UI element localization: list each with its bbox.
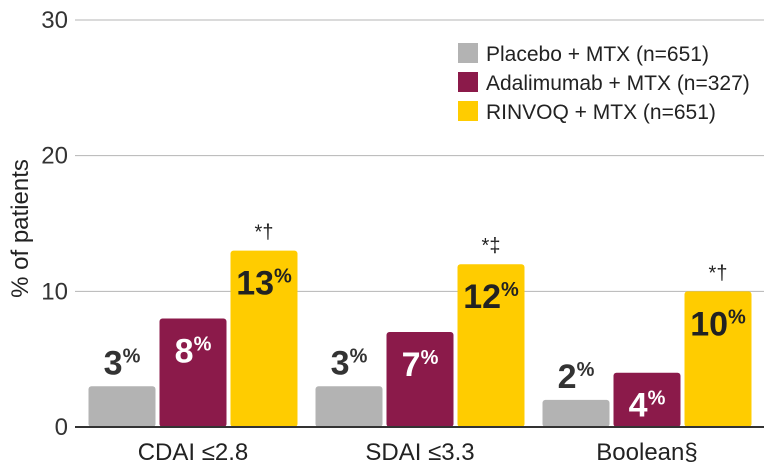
legend-label: Placebo + MTX (n=651) — [486, 43, 709, 66]
category-label: CDAI ≤2.8 — [138, 439, 249, 466]
data-label-value: 8 — [175, 332, 194, 370]
legend-swatch — [458, 101, 478, 121]
bar — [88, 386, 156, 427]
y-tick-label: 30 — [41, 7, 68, 34]
category-label: SDAI ≤3.3 — [365, 439, 474, 466]
data-labels: 3% 8%13%*†3% 7%12%*‡2%4%10%*† — [104, 222, 746, 425]
data-label: 7% — [402, 346, 439, 384]
data-label-value: 2 — [558, 358, 577, 396]
legend-label: Adalimumab + MTX (n=327) — [486, 72, 750, 95]
gridlines — [75, 19, 764, 292]
y-tick-label: 20 — [41, 143, 68, 170]
data-label-suffix: % — [728, 306, 746, 328]
significance-annotation: *† — [709, 262, 728, 284]
bar — [457, 264, 525, 427]
bar — [684, 291, 752, 427]
legend: Placebo + MTX (n=651) Adalimumab + MTX (n… — [458, 43, 750, 124]
data-label: 3% — [104, 344, 141, 382]
significance-annotation: *† — [255, 222, 274, 244]
category-labels: CDAI ≤2.8 SDAI ≤3.3 Boolean§ — [138, 439, 698, 466]
y-tick-label: 0 — [55, 414, 68, 441]
bars — [88, 250, 752, 427]
data-label: 2% — [558, 358, 595, 396]
category-label: Boolean§ — [596, 439, 697, 466]
data-label-suffix: % — [577, 359, 595, 381]
data-label: 8% — [175, 332, 212, 370]
data-label: 12% — [463, 278, 519, 316]
data-label-suffix: % — [501, 279, 519, 301]
bar — [315, 386, 383, 427]
data-label-value: 4 — [629, 387, 648, 425]
legend-swatch — [458, 43, 478, 63]
bar — [386, 332, 454, 427]
y-tick-label: 10 — [41, 278, 68, 305]
data-label-suffix: % — [123, 345, 141, 367]
data-label: 4% — [629, 387, 666, 425]
data-label-suffix: % — [648, 388, 666, 410]
legend-label: RINVOQ + MTX (n=651) — [486, 101, 716, 124]
y-axis-title: % of patients — [7, 159, 34, 298]
bar — [159, 318, 227, 427]
data-label-value: 13 — [236, 265, 274, 303]
bar — [613, 372, 681, 427]
data-label: 3% — [331, 344, 368, 382]
data-label-suffix: % — [194, 333, 212, 355]
data-label: 10% — [690, 305, 746, 343]
data-label: 13% — [236, 265, 292, 303]
data-label-value: 7 — [402, 346, 421, 384]
data-label-value: 12 — [463, 278, 501, 316]
data-label-suffix: % — [421, 347, 439, 369]
data-label-value: 3 — [104, 344, 123, 382]
data-label-value: 3 — [331, 344, 350, 382]
data-label-suffix: % — [274, 266, 292, 288]
significance-annotation: *‡ — [482, 235, 501, 257]
bar — [230, 250, 298, 427]
bar — [542, 399, 610, 427]
data-label-suffix: % — [350, 345, 368, 367]
legend-swatch — [458, 72, 478, 92]
data-label-value: 10 — [690, 305, 728, 343]
y-tick-labels: 0 10 20 30 — [41, 7, 68, 441]
